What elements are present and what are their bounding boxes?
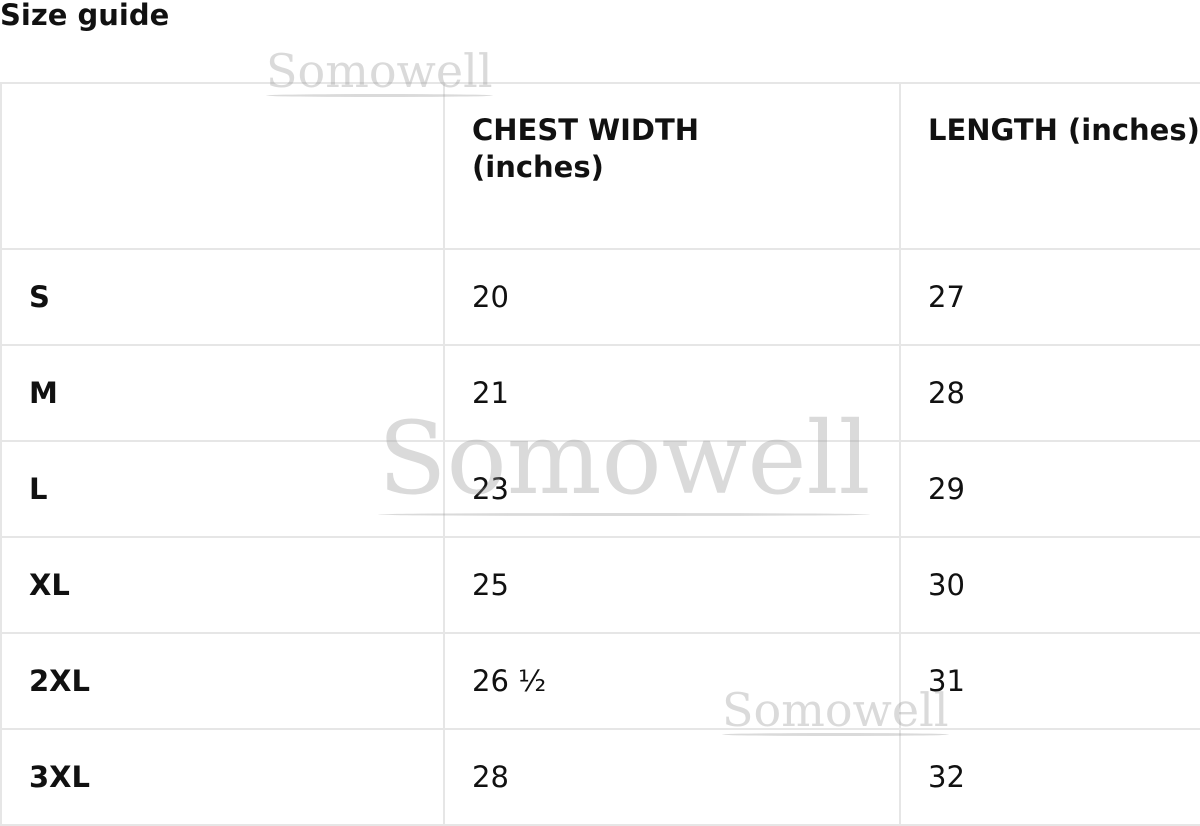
chest-cell: 25 — [443, 536, 901, 634]
length-cell: 27 — [899, 248, 1200, 346]
header-size — [0, 82, 445, 250]
chest-cell: 26 ½ — [443, 632, 901, 730]
table-row: 3XL 28 32 — [0, 728, 1200, 826]
header-length: LENGTH (inches) — [899, 82, 1200, 250]
size-cell: M — [0, 344, 445, 442]
table-row: L 23 29 — [0, 440, 1200, 538]
size-cell: S — [0, 248, 445, 346]
length-cell: 31 — [899, 632, 1200, 730]
table-row: M 21 28 — [0, 344, 1200, 442]
chest-cell: 21 — [443, 344, 901, 442]
size-cell: 2XL — [0, 632, 445, 730]
length-cell: 30 — [899, 536, 1200, 634]
chest-cell: 20 — [443, 248, 901, 346]
table-row: 2XL 26 ½ 31 — [0, 632, 1200, 730]
table-row: S 20 27 — [0, 248, 1200, 346]
size-cell: XL — [0, 536, 445, 634]
size-guide-table: CHEST WIDTH (inches) LENGTH (inches) S 2… — [0, 82, 1200, 826]
table-row: XL 25 30 — [0, 536, 1200, 634]
length-cell: 32 — [899, 728, 1200, 826]
chest-cell: 23 — [443, 440, 901, 538]
page-title: Size guide — [0, 0, 170, 32]
length-cell: 28 — [899, 344, 1200, 442]
chest-cell: 28 — [443, 728, 901, 826]
header-chest-width: CHEST WIDTH (inches) — [443, 82, 901, 250]
size-cell: 3XL — [0, 728, 445, 826]
length-cell: 29 — [899, 440, 1200, 538]
table-header-row: CHEST WIDTH (inches) LENGTH (inches) — [0, 82, 1200, 250]
size-cell: L — [0, 440, 445, 538]
